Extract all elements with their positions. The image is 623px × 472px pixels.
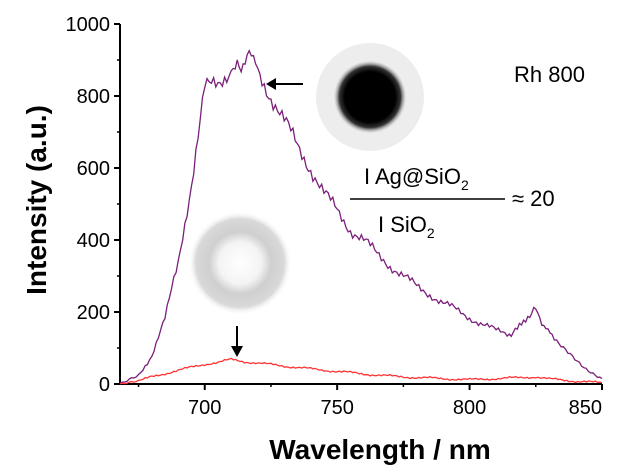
y-tick-label: 600 (77, 158, 110, 180)
y-axis-title: Intensity (a.u.) (21, 105, 52, 295)
y-tick-label: 0 (99, 374, 110, 396)
x-axis-title: Wavelength / nm (269, 434, 490, 465)
data-series (119, 49, 603, 385)
ratio-denominator: I SiO2 (378, 212, 435, 241)
series-line-1 (119, 49, 603, 384)
sio2-particle-image (188, 211, 292, 315)
dye-label: Rh 800 (514, 62, 585, 87)
x-tick-label: 850 (569, 397, 602, 419)
x-tick-label: 800 (453, 397, 486, 419)
y-tick-label: 800 (77, 86, 110, 108)
ratio-numerator: I Ag@SiO2 (364, 164, 469, 193)
y-tick-label: 400 (77, 230, 110, 252)
y-tick-label: 200 (77, 302, 110, 324)
x-tick-label: 750 (320, 397, 353, 419)
ratio-value: ≈ 20 (512, 186, 555, 211)
ag-sio2-particle-image (316, 43, 424, 151)
enhancement-ratio: I Ag@SiO2 I SiO2 ≈ 20 (350, 164, 555, 241)
y-axis-ticks: 0 200 400 600 800 1000 (66, 14, 120, 396)
arrow-left-icon (266, 78, 303, 90)
arrow-down-icon (231, 326, 243, 357)
y-tick-label: 1000 (66, 14, 111, 36)
x-tick-label: 700 (188, 397, 221, 419)
series-line-2 (119, 357, 603, 385)
x-axis-ticks: 700 750 800 850 (137, 384, 603, 419)
